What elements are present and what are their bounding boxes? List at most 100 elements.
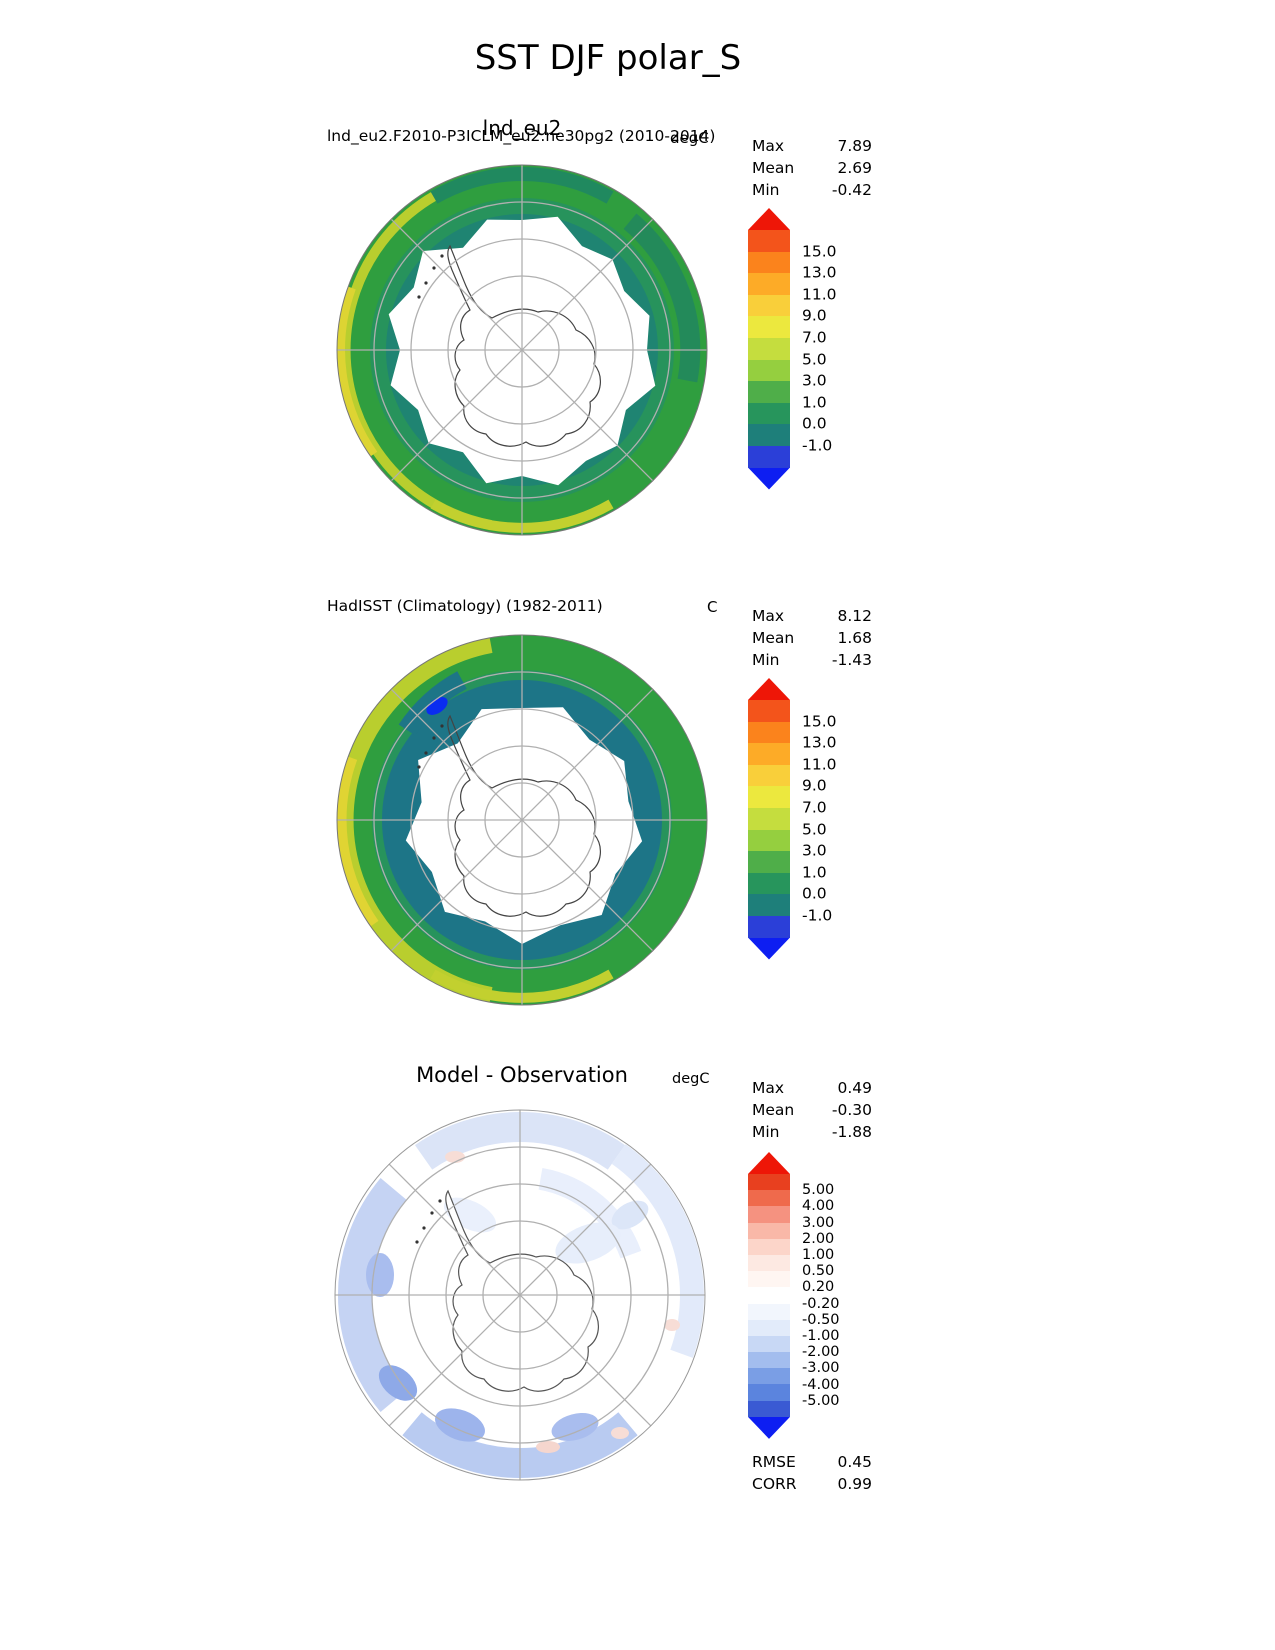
colorbar-model: 15.0 13.0 11.0 9.0 7.0 5.0 3.0 1.0 0.0 -1.0 [748, 208, 837, 490]
stat-mean: Mean 1.68 [752, 628, 872, 649]
colorbar-tick-label: 13.0 [802, 263, 837, 282]
colorbar-tick-label: 1.0 [802, 393, 827, 412]
colorbar-tick-label: -1.0 [802, 906, 833, 925]
stat-max: Max 0.49 [752, 1078, 872, 1099]
colorbar-segment [748, 764, 790, 787]
panel-model-subtitle: lnd_eu2 [482, 116, 562, 140]
stat-label: Max [752, 1079, 785, 1097]
stat-label: Mean [752, 629, 795, 647]
colorbar-bar [748, 678, 790, 960]
stat-mean: Mean -0.30 [752, 1100, 872, 1121]
colorbar-tick-label: 2.00 [802, 1230, 835, 1247]
colorbar-segment [748, 1174, 790, 1191]
map-model [336, 164, 708, 536]
colorbar-segment [748, 829, 790, 852]
colorbar-segment [748, 1335, 790, 1353]
colorbar-segment [748, 273, 790, 295]
colorbar-arrow-top [748, 678, 790, 700]
stat-label: RMSE [752, 1453, 796, 1471]
stat-corr: CORR 0.99 [752, 1474, 872, 1495]
stat-mean: Mean 2.69 [752, 158, 872, 179]
stat-min: Min -1.88 [752, 1122, 872, 1143]
cold-anomaly-spot [426, 697, 448, 715]
colorbar-segment [748, 251, 790, 274]
graticule [334, 1109, 706, 1481]
colorbar-segment [748, 337, 790, 360]
stat-rmse: RMSE 0.45 [752, 1452, 872, 1473]
colorbar-tick-label: 9.0 [802, 776, 827, 795]
stat-value: 0.99 [837, 1475, 872, 1493]
panel-model-title: lnd_eu2.F2010-P3ICLM_eu2.ne30pg2 (2010-2… [327, 127, 716, 145]
panel-model-units: degC [670, 129, 709, 147]
map-difference [334, 1109, 706, 1481]
colorbar-tick-label: 5.0 [802, 819, 827, 838]
sea-ice-region [405, 707, 643, 944]
colorbar-segment [748, 851, 790, 873]
colorbar-bar [748, 1152, 790, 1439]
colorbar-segment [748, 700, 790, 722]
colorbar-segment [748, 915, 790, 938]
stat-value: 1.68 [837, 629, 872, 647]
colorbar-tick-label: 11.0 [802, 755, 837, 774]
map-border [334, 1109, 706, 1481]
colorbar-segment [748, 1368, 790, 1385]
colorbar-tick-label: 1.0 [802, 863, 827, 882]
map-border [336, 634, 708, 1006]
colorbar-segment [748, 381, 790, 403]
stat-value: -1.88 [831, 1123, 872, 1141]
stat-label: Min [752, 651, 780, 669]
colorbar-segment [748, 786, 790, 808]
colorbar-segment [748, 1303, 790, 1320]
panel-obs-units: C [707, 598, 718, 616]
stat-label: Min [752, 181, 780, 199]
colorbar-tick-label: -1.00 [802, 1327, 840, 1344]
warm-anomaly-spot [445, 1151, 465, 1163]
colorbar-tick-label: -3.00 [802, 1360, 840, 1377]
colorbar-arrow-top [748, 208, 790, 230]
colorbar-tick-label: -0.50 [802, 1311, 840, 1328]
colorbar-segment [748, 359, 790, 382]
graticule [336, 164, 708, 536]
colorbar-segment [748, 1319, 790, 1336]
colorbar-tick-label: 1.00 [802, 1246, 835, 1263]
stat-label: Max [752, 137, 785, 155]
colorbar-tick-label: 11.0 [802, 285, 837, 304]
colorbar-tick-label: -1.0 [802, 436, 833, 455]
colorbar-tick-label: 0.0 [802, 884, 827, 903]
stat-label: CORR [752, 1475, 797, 1493]
colorbar-segment [748, 1352, 790, 1369]
stat-value: 8.12 [837, 607, 872, 625]
stat-value: -0.42 [831, 181, 872, 199]
panel-diff-units: degC [672, 1071, 710, 1087]
colorbar-arrow-bottom [748, 937, 790, 960]
colorbar-segment [748, 1400, 790, 1417]
colorbar-tick-label: -4.00 [802, 1376, 840, 1393]
colorbar-arrow-bottom [748, 1416, 790, 1439]
colorbar-segment [748, 894, 790, 916]
colorbar-segment [748, 424, 790, 446]
stat-min: Min -0.42 [752, 180, 872, 201]
stat-value: 2.69 [837, 159, 872, 177]
map-border [336, 164, 708, 536]
colorbar-segment [748, 445, 790, 468]
colorbar-arrow-top [748, 1152, 790, 1174]
colorbar-segment [748, 1254, 790, 1272]
colorbar-tick-label: 5.0 [802, 349, 827, 368]
stat-label: Mean [752, 1101, 795, 1119]
panel-obs-title: HadISST (Climatology) (1982-2011) [327, 597, 603, 615]
colorbar-segment [748, 316, 790, 338]
colorbar-segment [748, 743, 790, 765]
colorbar-segment [748, 1190, 790, 1207]
stat-min: Min -1.43 [752, 650, 872, 671]
stat-value: 7.89 [837, 137, 872, 155]
colorbar-tick-label: 7.0 [802, 798, 827, 817]
stat-value: 0.49 [837, 1079, 872, 1097]
colorbar-segment [748, 294, 790, 317]
colorbar-segment [748, 1287, 790, 1304]
colorbar-difference: 5.00 4.00 3.00 2.00 1.00 0.50 0.20 -0.20 -0.50 -1… [748, 1152, 840, 1439]
colorbar-tick-label: 4.00 [802, 1198, 835, 1215]
colorbar-segment [748, 1238, 790, 1255]
colorbar-tick-label: 3.00 [802, 1214, 835, 1231]
colorbar-tick-label: -5.00 [802, 1392, 840, 1409]
